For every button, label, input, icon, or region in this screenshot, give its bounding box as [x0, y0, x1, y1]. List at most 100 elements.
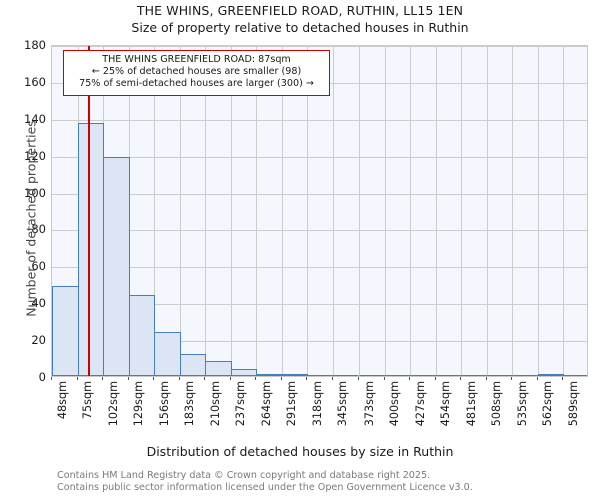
gridline-horizontal	[52, 46, 587, 47]
property-marker-line	[88, 46, 90, 376]
histogram-bar	[205, 361, 232, 376]
x-tick-mark	[511, 377, 513, 380]
x-tick-label: 156sqm	[157, 381, 171, 427]
gridline-horizontal	[52, 230, 587, 232]
x-axis-label: Distribution of detached houses by size …	[146, 444, 454, 459]
histogram-bar	[332, 374, 360, 376]
gridline-horizontal	[52, 193, 587, 195]
histogram-bar	[410, 374, 437, 376]
gridline-vertical	[512, 46, 514, 376]
x-tick-mark	[229, 377, 231, 380]
gridline-horizontal	[52, 119, 587, 121]
gridline-horizontal	[52, 267, 587, 269]
x-tick-mark	[178, 377, 180, 380]
histogram-bar	[512, 374, 539, 376]
histogram-bar	[52, 285, 79, 376]
x-tick-label: 508sqm	[490, 381, 504, 427]
x-tick-mark	[76, 377, 78, 380]
histogram-bar	[230, 368, 258, 376]
x-tick-mark	[460, 377, 462, 380]
x-tick-mark	[102, 377, 104, 380]
x-tick-mark	[536, 377, 538, 380]
histogram-bar	[154, 331, 181, 376]
gridline-vertical	[384, 46, 386, 376]
x-tick-mark	[204, 377, 206, 380]
y-axis-label: Number of detached properties	[23, 120, 39, 317]
x-tick-mark	[51, 377, 52, 380]
gridline-vertical	[205, 46, 207, 376]
gridline-vertical	[435, 46, 437, 376]
gridline-vertical	[256, 46, 258, 376]
x-tick-label: 535sqm	[515, 381, 529, 427]
y-tick-label: 120	[24, 148, 46, 163]
x-axis-ticks: 48sqm 75sqm 102sqm 129sqm 156sqm 183sqm 210sqm…	[51, 377, 588, 439]
x-tick-label: 589sqm	[566, 381, 580, 427]
x-tick-mark	[127, 377, 129, 380]
y-tick-label: 40	[31, 296, 46, 311]
y-tick-label: 140	[24, 111, 46, 126]
annotation-line-1: THE WHINS GREENFIELD ROAD: 87sqm	[102, 54, 291, 65]
histogram-bar	[77, 123, 105, 376]
gridline-vertical	[410, 46, 412, 376]
x-tick-label: 129sqm	[132, 381, 146, 427]
gridline-vertical	[563, 46, 565, 376]
gridline-vertical	[281, 46, 283, 376]
gridline-vertical	[537, 46, 539, 376]
gridline-vertical	[230, 46, 232, 376]
histogram-bar	[307, 374, 334, 376]
x-tick-label: 562sqm	[541, 381, 555, 427]
x-tick-label: 481sqm	[464, 381, 478, 427]
histogram-bar	[281, 374, 309, 376]
gridline-vertical	[154, 46, 156, 376]
gridline-vertical	[179, 46, 181, 376]
histogram-bar	[256, 374, 283, 376]
histogram-bar	[128, 294, 156, 376]
x-tick-label: 264sqm	[259, 381, 273, 427]
gridline-vertical	[461, 46, 463, 376]
x-tick-label: 427sqm	[413, 381, 427, 427]
x-tick-mark	[280, 377, 282, 380]
x-tick-mark	[153, 377, 155, 380]
x-tick-label: 318sqm	[310, 381, 324, 427]
gridline-horizontal	[52, 304, 587, 306]
annotation-line-2: ← 25% of detached houses are smaller (98…	[91, 66, 302, 78]
x-tick-label: 400sqm	[388, 381, 402, 427]
histogram-bar	[384, 374, 412, 376]
y-tick-label: 0	[38, 370, 46, 384]
histogram-bar	[179, 353, 207, 376]
histogram-bar	[359, 374, 386, 376]
histogram-bar	[563, 374, 587, 376]
x-tick-mark	[306, 377, 308, 380]
x-tick-label: 102sqm	[106, 381, 120, 427]
x-tick-label: 48sqm	[55, 381, 69, 420]
x-tick-mark	[409, 377, 411, 380]
gridline-vertical	[486, 46, 488, 376]
y-tick-label: 20	[31, 333, 46, 348]
page-title: THE WHINS, GREENFIELD ROAD, RUTHIN, LL15…	[136, 3, 464, 18]
gridline-horizontal	[52, 156, 587, 158]
x-tick-mark	[383, 377, 385, 380]
x-tick-mark	[255, 377, 257, 380]
histogram-bar	[435, 374, 463, 376]
histogram-bar	[537, 374, 565, 376]
x-tick-label: 183sqm	[183, 381, 197, 427]
x-tick-label: 373sqm	[362, 381, 376, 427]
y-axis-ticks: 0 20 40 60 80 100 120 140 160 180	[0, 38, 46, 384]
footer-line-1: Contains HM Land Registry data © Crown c…	[57, 470, 431, 481]
x-tick-label: 454sqm	[439, 381, 453, 427]
x-tick-mark	[562, 377, 564, 380]
y-tick-label: 180	[24, 38, 46, 52]
gridline-vertical	[359, 46, 361, 376]
y-tick-label: 100	[24, 185, 46, 200]
x-tick-mark	[331, 377, 333, 380]
y-tick-label: 60	[31, 259, 46, 274]
x-tick-label: 75sqm	[81, 381, 95, 420]
annotation-line-3: 75% of semi-detached houses are larger (…	[79, 78, 314, 90]
x-tick-mark	[358, 377, 360, 380]
x-tick-label: 210sqm	[208, 381, 222, 427]
annotation-box: THE WHINS GREENFIELD ROAD: 87sqm ← 25% o…	[63, 50, 330, 96]
chart-subtitle: Size of property relative to detached ho…	[131, 20, 469, 35]
gridline-vertical	[307, 46, 309, 376]
histogram-bar	[103, 156, 130, 376]
